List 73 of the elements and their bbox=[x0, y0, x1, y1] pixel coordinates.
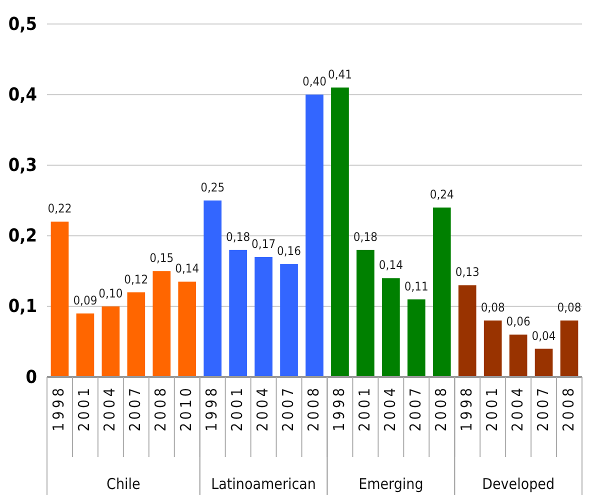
x-tick-label: 2001 bbox=[482, 385, 501, 432]
bar bbox=[560, 320, 578, 377]
y-tick-label: 0 bbox=[26, 366, 37, 388]
data-label: 0,08 bbox=[557, 300, 582, 315]
bar bbox=[407, 299, 426, 377]
bar bbox=[127, 292, 146, 377]
data-label: 0,11 bbox=[404, 279, 428, 294]
bar bbox=[458, 285, 476, 377]
data-label: 0,24 bbox=[430, 188, 454, 202]
y-tick-label: 0,2 bbox=[8, 226, 37, 247]
data-label: 0,18 bbox=[226, 230, 250, 244]
text: Developed bbox=[482, 475, 555, 493]
bar bbox=[50, 222, 69, 377]
bar bbox=[178, 282, 196, 377]
y-tick-label: 0,4 bbox=[8, 84, 37, 106]
bar bbox=[331, 88, 349, 377]
bar bbox=[102, 306, 120, 377]
data-label: 0,08 bbox=[480, 300, 505, 315]
y-tick-label: 0,3 bbox=[8, 154, 37, 176]
x-tick-label: 2008 bbox=[432, 385, 450, 432]
bar bbox=[306, 94, 324, 377]
x-tick-label: 2008 bbox=[559, 385, 578, 432]
data-label: 0,16 bbox=[277, 244, 302, 258]
bar bbox=[76, 313, 94, 377]
x-tick-label: 2008 bbox=[152, 385, 170, 432]
x-tick-label: 2001 bbox=[228, 385, 246, 432]
x-tick-label: 2001 bbox=[75, 385, 94, 432]
data-label: 0,13 bbox=[455, 265, 480, 280]
text: Emerging bbox=[358, 475, 424, 493]
data-label: 0,15 bbox=[150, 251, 174, 266]
x-tick-label: 2004 bbox=[254, 385, 272, 432]
data-label: 0,22 bbox=[48, 202, 72, 216]
x-tick-label: 2007 bbox=[406, 385, 424, 432]
bar bbox=[152, 271, 171, 377]
x-tick-label: 1998 bbox=[50, 385, 68, 432]
x-tick-label: 2007 bbox=[279, 385, 298, 432]
x-tick-label: 2010 bbox=[177, 385, 196, 432]
bar bbox=[280, 264, 298, 377]
data-label: 0,10 bbox=[98, 286, 123, 300]
text: Chile bbox=[106, 475, 140, 493]
x-tick-label: 2004 bbox=[508, 385, 526, 432]
bar bbox=[534, 348, 553, 377]
bar bbox=[484, 320, 502, 377]
y-tick-label: 0,1 bbox=[8, 296, 37, 318]
data-label: 0,14 bbox=[175, 262, 200, 276]
x-tick-label: 1998 bbox=[330, 385, 348, 432]
x-tick-label: 2007 bbox=[534, 385, 552, 432]
x-tick-label: 1998 bbox=[202, 385, 221, 432]
bar bbox=[382, 278, 400, 377]
data-label: 0,40 bbox=[302, 74, 327, 89]
x-tick-label: 2008 bbox=[304, 385, 322, 432]
data-label: 0,41 bbox=[328, 68, 352, 82]
x-tick-label: 2001 bbox=[355, 385, 374, 432]
bar bbox=[432, 208, 451, 377]
data-label: 0,25 bbox=[200, 180, 225, 194]
y-tick-label: 0,5 bbox=[8, 14, 37, 35]
data-label: 0,09 bbox=[73, 293, 98, 308]
data-label: 0,04 bbox=[532, 328, 556, 343]
x-tick-label: 2007 bbox=[126, 385, 144, 432]
data-label: 0,17 bbox=[252, 236, 276, 251]
bar bbox=[254, 256, 272, 377]
bar bbox=[509, 334, 528, 377]
data-label: 0,12 bbox=[124, 272, 148, 286]
text: Latinoamerican bbox=[211, 475, 316, 493]
x-tick-label: 2004 bbox=[100, 385, 119, 432]
data-label: 0,06 bbox=[506, 314, 530, 329]
bar bbox=[356, 250, 374, 377]
x-tick-label: 1998 bbox=[457, 385, 476, 432]
data-label: 0,18 bbox=[353, 230, 378, 244]
bar bbox=[229, 250, 247, 377]
data-label: 0,14 bbox=[378, 258, 404, 272]
bar bbox=[204, 200, 222, 377]
x-tick-label: 2004 bbox=[380, 385, 399, 432]
